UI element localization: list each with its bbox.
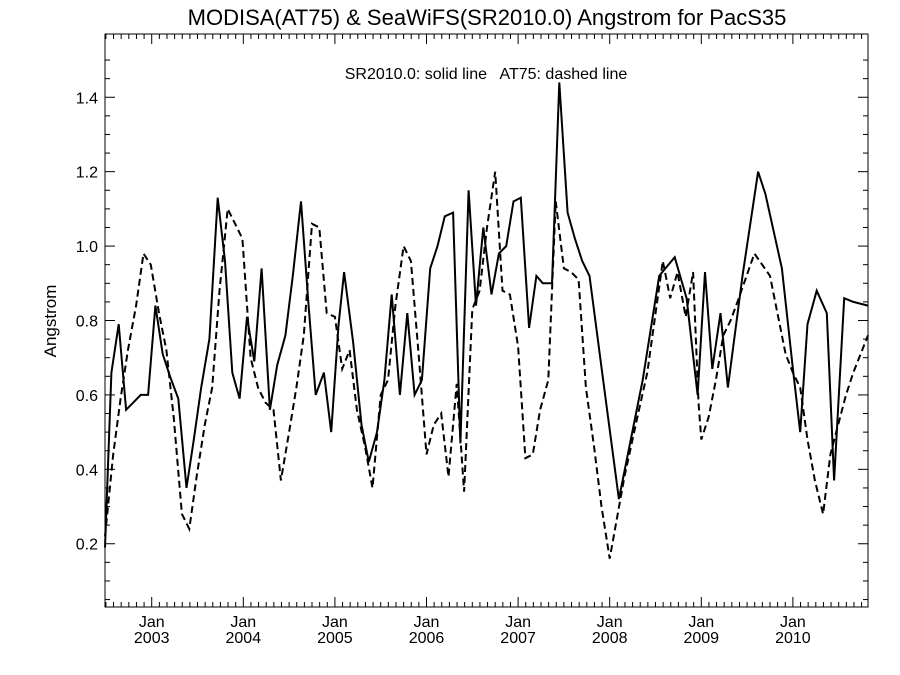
y-tick-label: 1.2 — [76, 165, 98, 182]
x-tick-label-year: 2003 — [134, 630, 170, 647]
x-tick-label-month: Jan — [139, 614, 165, 631]
y-tick-label: 0.8 — [76, 314, 98, 331]
series-layer — [104, 82, 869, 559]
y-tick-label: 0.2 — [76, 537, 98, 554]
y-axis-label: Angstrom — [41, 285, 60, 358]
x-tick-label-year: 2009 — [683, 630, 719, 647]
series-line-at75 — [104, 171, 869, 559]
x-tick-label-year: 2005 — [317, 630, 353, 647]
y-tick-label: 1.4 — [76, 90, 98, 107]
plot-frame — [104, 33, 869, 608]
x-tick-label-month: Jan — [322, 614, 348, 631]
chart-title: MODISA(AT75) & SeaWiFS(SR2010.0) Angstro… — [188, 5, 787, 30]
x-tick-label-month: Jan — [688, 614, 714, 631]
axis-ticks: 0.20.40.60.81.01.21.4Jan2003Jan2004Jan20… — [76, 34, 868, 647]
series-line-sr2010-0 — [104, 82, 869, 548]
x-tick-label-year: 2008 — [592, 630, 628, 647]
x-tick-label-year: 2007 — [500, 630, 536, 647]
line-style-annotation: SR2010.0: solid line AT75: dashed line — [345, 66, 628, 83]
x-tick-label-year: 2010 — [775, 630, 811, 647]
x-tick-label-month: Jan — [505, 614, 531, 631]
y-tick-label: 0.4 — [76, 462, 98, 479]
y-tick-label: 0.6 — [76, 388, 98, 405]
x-tick-label-month: Jan — [780, 614, 806, 631]
x-tick-label-month: Jan — [414, 614, 440, 631]
x-tick-label-year: 2004 — [226, 630, 262, 647]
y-tick-label: 1.0 — [76, 239, 98, 256]
x-tick-label-month: Jan — [230, 614, 256, 631]
x-tick-label-month: Jan — [597, 614, 623, 631]
x-tick-label-year: 2006 — [409, 630, 445, 647]
